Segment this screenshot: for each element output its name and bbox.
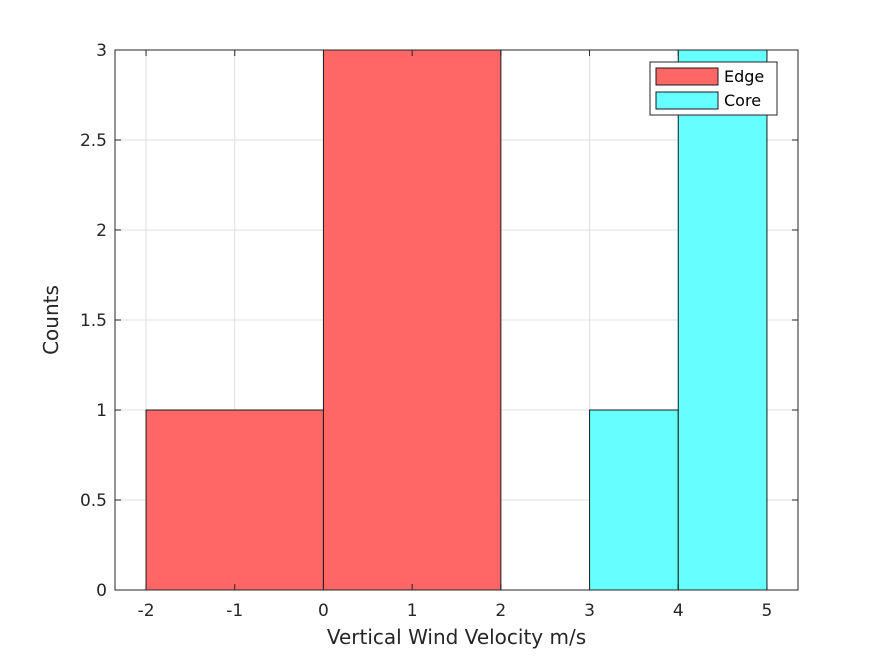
legend-label-edge: Edge [724, 67, 764, 86]
y-tick-label: 0 [96, 581, 107, 601]
legend-entries: Edge Core [655, 67, 764, 110]
ticks-layer: -2 -1 0 1 2 3 4 5 0 0.5 1 1.5 2 2.5 3 [80, 41, 798, 621]
y-tick-label: 1 [96, 401, 107, 421]
y-tick-label: 2.5 [80, 131, 107, 151]
y-tick-label: 3 [96, 41, 107, 61]
y-tick-label: 1.5 [80, 311, 107, 331]
x-tick-label: 4 [673, 601, 684, 621]
bar-core-0 [589, 409, 679, 591]
x-tick-label: -2 [138, 601, 155, 621]
bar-edge-1 [322, 49, 502, 591]
bars-layer [145, 49, 768, 591]
x-axis-title: Vertical Wind Velocity m/s [327, 625, 586, 649]
x-tick-label: 3 [584, 601, 595, 621]
x-tick-label: -1 [226, 601, 243, 621]
legend-swatch-edge [655, 67, 719, 86]
x-tick-label: 2 [495, 601, 506, 621]
x-tick-label: 0 [318, 601, 329, 621]
bar-edge-0 [145, 409, 324, 591]
legend: Edge Core [649, 61, 778, 116]
x-tick-label: 1 [407, 601, 418, 621]
y-tick-label: 2 [96, 221, 107, 241]
y-axis-title: Counts [39, 285, 63, 355]
y-tick-label: 0.5 [80, 491, 107, 511]
legend-swatch-core [655, 91, 719, 110]
bar-core-1 [677, 49, 768, 591]
x-tick-label: 5 [762, 601, 773, 621]
legend-label-core: Core [724, 91, 761, 110]
